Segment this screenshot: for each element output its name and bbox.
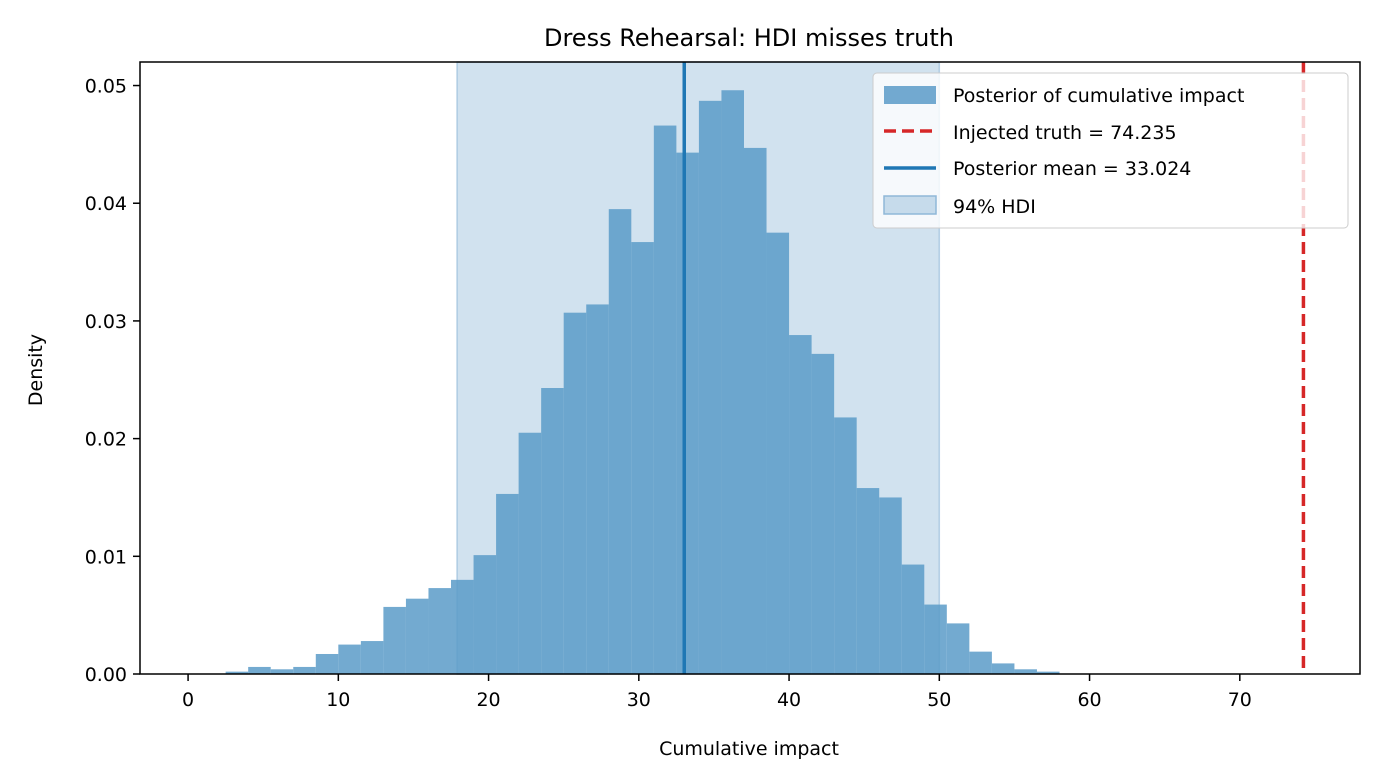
histogram-bar [924,604,947,674]
histogram-bar [789,335,812,674]
y-tick-label: 0.01 [85,546,127,568]
x-tick-label: 50 [927,689,951,711]
x-tick-label: 30 [627,689,651,711]
histogram-bar [338,644,361,674]
legend-box [872,72,1349,229]
histogram-bar [1014,669,1037,674]
histogram-bar [225,671,249,674]
legend: Posterior of cumulative impact Injected … [872,72,1349,229]
y-tick-label: 0.02 [85,429,127,451]
histogram-bar [248,666,271,674]
histogram-bar [698,100,722,675]
histogram-bar [811,353,835,674]
x-axis-label: Cumulative impact [659,738,839,760]
histogram-bar [743,147,767,674]
x-tick-label: 40 [777,689,801,711]
y-tick-label: 0.04 [85,193,127,215]
histogram-bar [1036,671,1060,674]
histogram-bar [293,666,316,674]
histogram-bar [721,90,744,674]
axes: 0 10 20 30 40 50 60 70 0.00 0.01 0.02 0.03 0.04 0.05 [85,61,1361,711]
x-tick-label: 70 [1228,689,1252,711]
histogram-bar [518,432,542,674]
histogram-bar [834,417,857,674]
histogram-bar [969,651,992,674]
histogram-bar [473,555,497,674]
histogram-bar [428,588,452,674]
histogram-bar [496,493,519,674]
legend-hdi-swatch [883,195,937,215]
legend-hdi-label: 94% HDI [953,196,1036,218]
histogram-bar [270,669,294,674]
histogram-bar [315,653,339,674]
y-tick-label: 0.03 [85,311,127,333]
histogram-bar [991,663,1015,674]
histogram-bar [653,125,677,675]
histogram-bar [856,488,880,674]
histogram-bar [563,312,587,674]
plot-area [225,61,1306,675]
histogram-bar [383,606,406,674]
histogram-bar [766,232,790,674]
x-tick-label: 10 [326,689,350,711]
legend-histogram-label: Posterior of cumulative impact [953,85,1244,107]
histogram-bar [631,242,654,675]
y-axis-label: Density [25,334,47,406]
histogram-bar [946,623,970,674]
histogram-bar [405,598,429,674]
x-tick-label: 0 [182,689,194,711]
x-tick-label: 20 [476,689,500,711]
y-tick-label: 0.05 [85,76,127,98]
axes-frame [139,61,1361,675]
histogram-bar [901,564,925,674]
histogram-bar [879,497,902,674]
x-tick-label: 60 [1077,689,1101,711]
histogram-bar [360,641,384,674]
histogram-bar [451,579,474,674]
y-tick-label: 0.00 [85,664,127,686]
legend-truth-label: Injected truth = 74.235 [953,122,1177,144]
legend-mean-label: Posterior mean = 33.024 [953,158,1191,180]
chart-title: Dress Rehearsal: HDI misses truth [544,24,954,52]
legend-histogram-swatch [884,86,936,104]
histogram-bar [586,304,609,674]
histogram-bar [608,209,632,674]
histogram-bar [676,152,699,675]
histogram-bar [541,388,564,674]
